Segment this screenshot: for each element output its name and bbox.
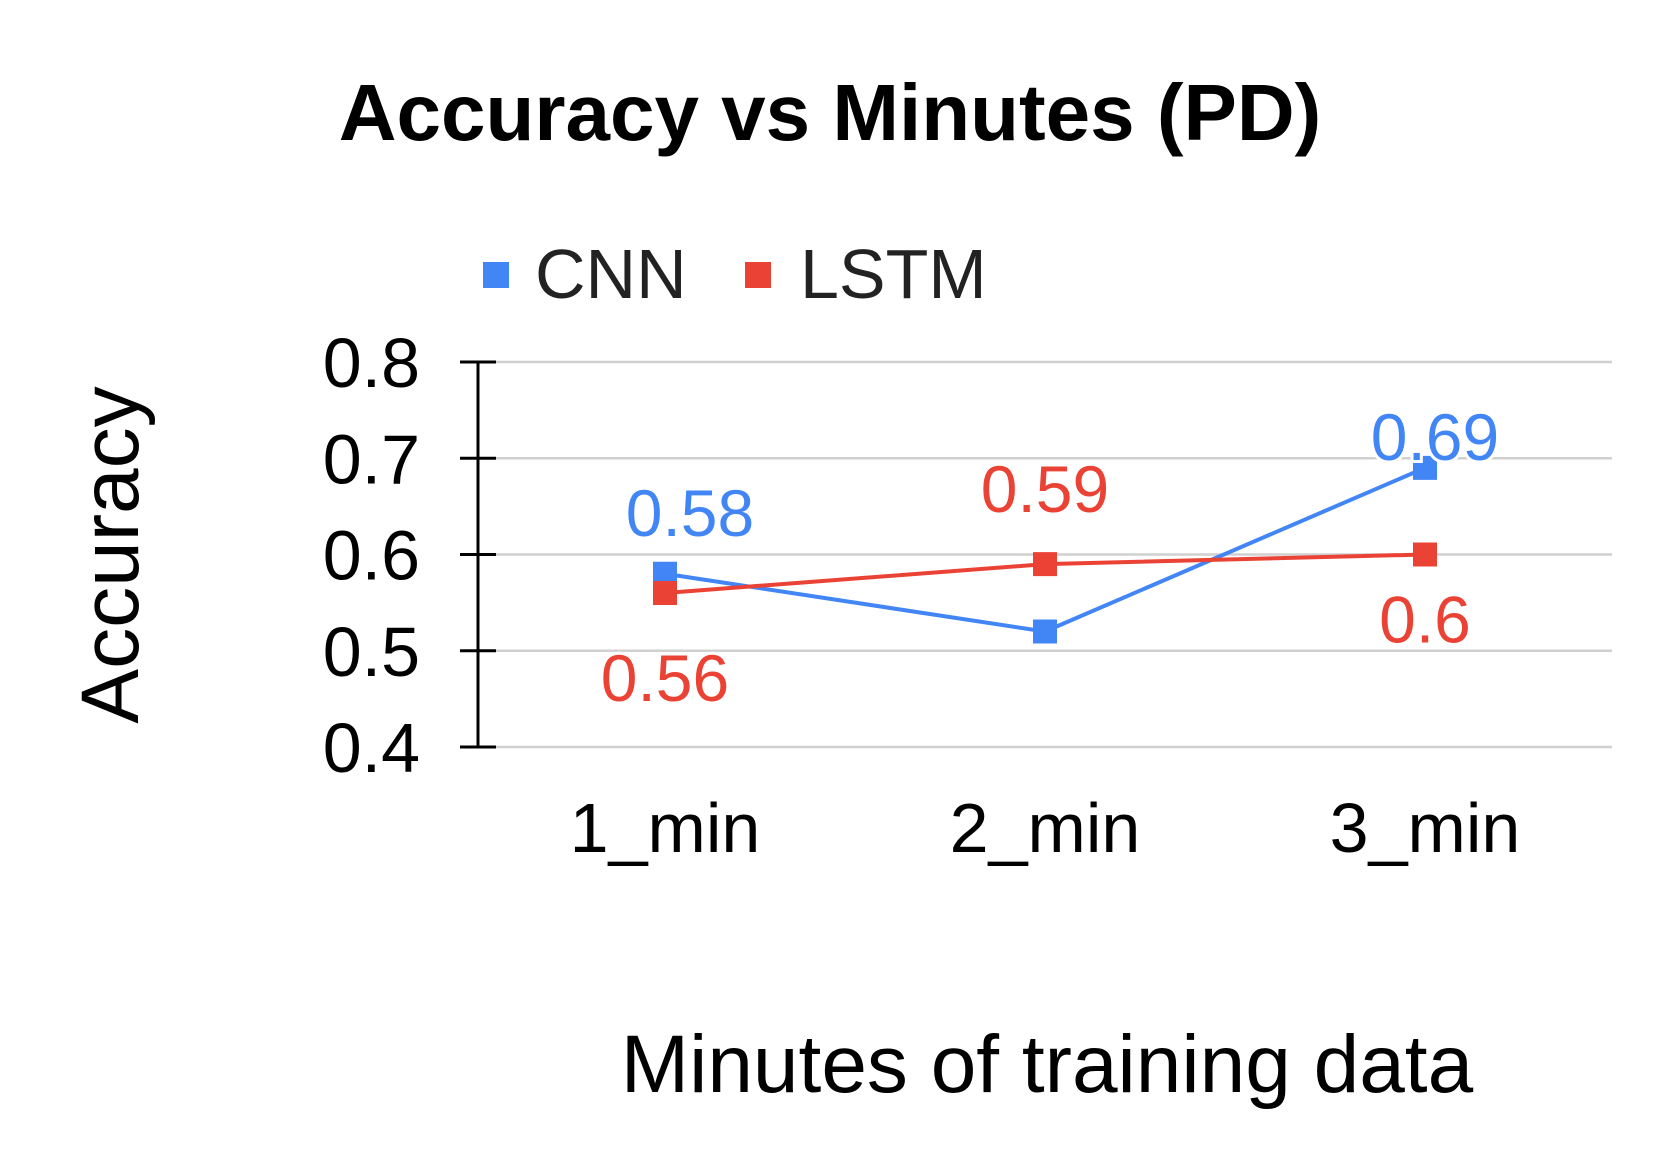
y-tick-label: 0.4: [323, 709, 420, 787]
series-layer: [653, 455, 1437, 644]
legend-label: LSTM: [800, 235, 987, 313]
data-label: 0.69: [1371, 400, 1499, 474]
x-axis-label: Minutes of training data: [621, 1019, 1474, 1110]
y-tick-label: 0.6: [323, 517, 420, 595]
y-tick-label: 0.5: [323, 613, 420, 691]
legend-swatch: [745, 262, 771, 288]
data-point-lstm: [1033, 552, 1057, 577]
legend-swatch: [483, 262, 509, 288]
chart-title: Accuracy vs Minutes (PD): [339, 68, 1322, 157]
x-axis: 1_min 2_min 3_min: [570, 789, 1521, 867]
data-label: 0.58: [626, 476, 754, 550]
data-point-lstm: [1413, 542, 1437, 567]
legend-label: CNN: [535, 235, 687, 313]
x-tick-label: 1_min: [570, 789, 761, 867]
y-axis-label: Accuracy: [65, 386, 156, 723]
data-point-cnn: [1413, 455, 1437, 480]
data-label: 0.59: [981, 452, 1109, 526]
data-labels: 0.58 0.69 0.56 0.59 0.6: [598, 397, 1502, 718]
x-tick-label: 2_min: [950, 789, 1141, 867]
data-point-lstm: [653, 581, 677, 605]
y-axis: 0.8 0.7 0.6 0.5 0.4: [323, 324, 496, 787]
y-tick-label: 0.7: [323, 420, 420, 498]
data-label: 0.56: [601, 641, 729, 715]
legend: CNN LSTM: [483, 235, 987, 313]
x-tick-label: 3_min: [1330, 789, 1521, 867]
data-label: 0.6: [1379, 583, 1471, 657]
data-point-cnn: [1033, 619, 1057, 644]
y-tick-label: 0.8: [323, 324, 420, 402]
